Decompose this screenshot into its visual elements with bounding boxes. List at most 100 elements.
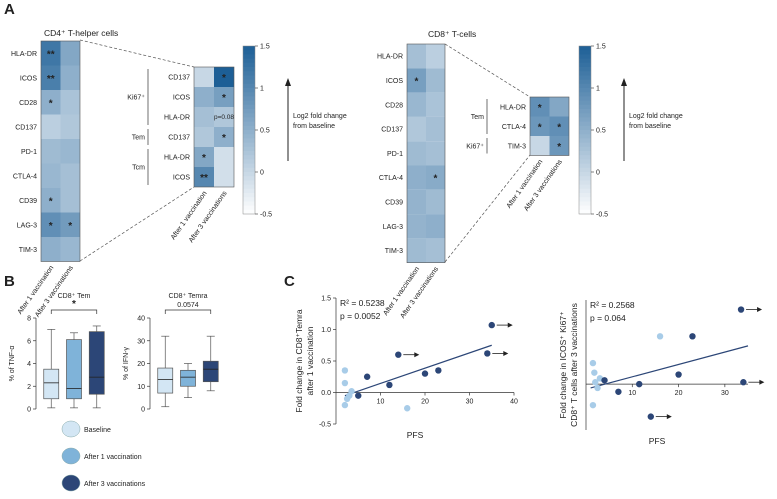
colorbar-left: 1.5 1 0.5 0 -0.5 Log2 fold change from baselin…: [242, 44, 347, 219]
data-point: [591, 369, 598, 376]
colorbar-segment: [579, 180, 591, 186]
data-point: [615, 388, 622, 395]
legend: Baseline After 1 vaccination After 3 vacci…: [61, 420, 146, 492]
heatmap-cell: [60, 212, 80, 237]
box-body: [180, 369, 196, 387]
colorbar-segment: [579, 167, 591, 173]
boxplot-tnf: 0 2 4 6 8 % of TNF-α CD8⁺ Tem*: [9, 293, 105, 414]
data-point: [589, 359, 597, 367]
y-tick-label: 6: [27, 338, 31, 345]
colorbar-segment: [579, 125, 591, 131]
y-tick-label: 0.5: [321, 359, 331, 366]
data-point: [386, 381, 393, 389]
group-label: Tcm: [132, 165, 145, 172]
heatmap-cell: [194, 127, 214, 147]
y-tick-label: 0: [141, 407, 145, 414]
colorbar-segment: [243, 193, 255, 198]
colorbar-tick-label: 1: [596, 86, 600, 93]
colorbar-segment: [579, 155, 591, 160]
data-point: [656, 333, 664, 340]
row-label: HLA-DR: [11, 51, 37, 58]
scatter-temra: 10 20 30 40 -0.5 0.0 0.5 1.0 1.5 PFS Fold change i…: [294, 296, 518, 441]
colorbar-segment: [243, 92, 255, 97]
row-label: ICOS: [173, 175, 190, 182]
column-label: After 3 vaccinations: [188, 190, 229, 244]
y-axis-label: % of IFN-γ: [123, 346, 130, 380]
group-label: Tem: [471, 114, 484, 121]
heatmap-cell: [41, 188, 61, 213]
colorbar-segment: [579, 151, 591, 156]
heatmap-cell: [426, 92, 445, 117]
x-tick-label: 30: [466, 399, 474, 406]
heatmap-cell: [194, 87, 214, 107]
row-label: CD28: [19, 100, 37, 107]
legend-label: Baseline: [84, 427, 111, 434]
colorbar-segment: [243, 130, 255, 135]
row-label: HLA-DR: [377, 54, 403, 61]
box-body: [43, 368, 60, 400]
group-label: Ki67⁺: [466, 143, 484, 150]
censor-arrow-head: [414, 352, 420, 358]
heatmap-cell: [407, 165, 426, 190]
colorbar-tick-label: -0.5: [596, 212, 608, 219]
colorbar-segment: [579, 54, 591, 60]
colorbar-segment: [243, 176, 255, 181]
r-squared: R² = 0.5238: [340, 298, 385, 308]
regression-line: [344, 344, 492, 397]
colorbar-segment: [243, 209, 255, 215]
row-label: HLA-DR: [164, 115, 190, 122]
heatmap-cell: [41, 90, 61, 115]
colorbar-segment: [579, 209, 591, 215]
y-tick-label: 40: [137, 316, 145, 323]
y-tick-label: 8: [27, 316, 31, 323]
scatter-icos: 10 20 30 PFS Fold change in ICOS⁺ Ki67⁺ CD8⁺ …: [558, 300, 765, 446]
column-label: After 3 vaccinations: [34, 264, 75, 318]
colorbar-segment: [243, 151, 255, 156]
heatmap-cell: [214, 127, 234, 147]
y-tick-label: -0.5: [319, 422, 331, 429]
box-body: [157, 367, 174, 394]
heatmap-frame: [193, 66, 235, 188]
y-axis-label: after 1 vaccination: [305, 326, 315, 395]
data-point: [592, 379, 599, 386]
colorbar-tick-label: 0.5: [596, 128, 606, 135]
row-label: TIM-3: [19, 247, 37, 254]
colorbar-segment: [243, 201, 255, 207]
heatmap-cell: [407, 44, 426, 69]
column-label: After 3 vaccinations: [399, 265, 440, 319]
colorbar-segment: [579, 50, 591, 55]
colorbar-segment: [243, 88, 255, 93]
x-tick-label: 30: [721, 390, 729, 397]
colorbar-segment: [243, 46, 255, 51]
heatmap-cell: [426, 189, 445, 215]
heatmap-cell: [60, 65, 80, 90]
significance-mark: *: [434, 174, 438, 185]
censor-arrow-head: [757, 307, 763, 313]
colorbar-segment: [579, 176, 591, 181]
significance-label: 0.0574: [177, 302, 199, 309]
colorbar-tick-label: 1: [260, 86, 264, 93]
heatmap-cell: [426, 68, 445, 93]
heatmap-cell: [407, 214, 426, 239]
column-label: After 1 vaccination: [170, 190, 209, 241]
box-body: [202, 360, 219, 383]
heatmap-cell: [214, 87, 234, 107]
data-point: [341, 401, 349, 409]
colorbar-segment: [243, 205, 255, 211]
x-tick-label: 20: [421, 399, 429, 406]
colorbar-segment: [243, 188, 255, 194]
heatmap-cell: [407, 141, 426, 166]
colorbar-segment: [243, 125, 255, 131]
censor-arrow-head: [507, 322, 513, 328]
colorbar-segment: [579, 75, 591, 81]
colorbar-segment: [579, 184, 591, 190]
colorbar-segment: [243, 134, 255, 139]
row-label: HLA-DR: [164, 155, 190, 162]
heatmap-cell: [41, 65, 61, 90]
legend-label: After 3 vaccinations: [84, 481, 146, 488]
colorbar-segment: [579, 46, 591, 51]
x-axis-label: PFS: [407, 430, 424, 440]
significance-mark: *: [49, 196, 53, 207]
colorbar-arrow-head: [621, 78, 627, 86]
